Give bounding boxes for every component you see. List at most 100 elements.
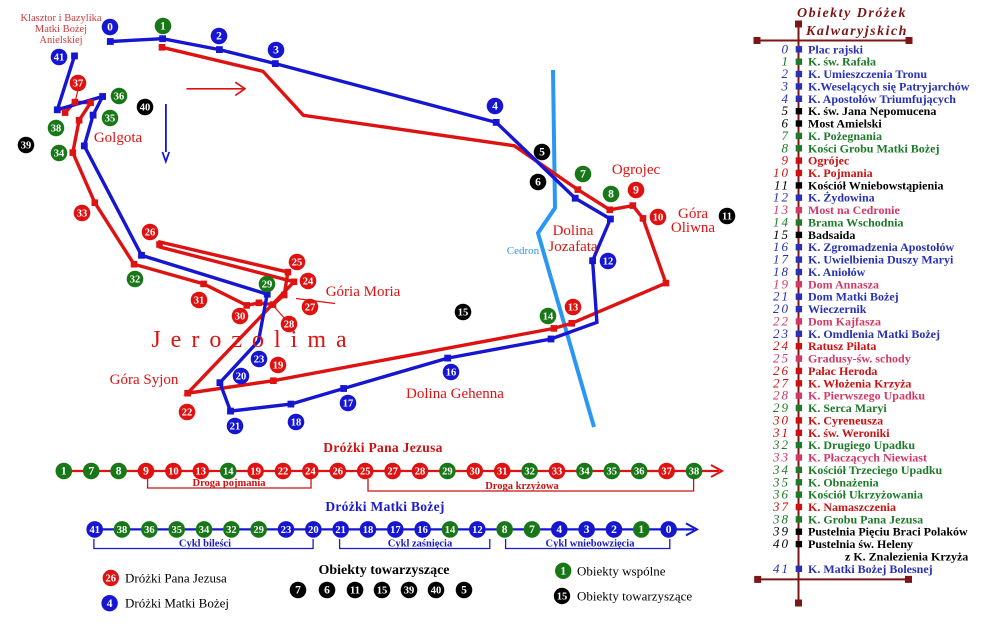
svg-text:K. Namaszczenia: K. Namaszczenia	[808, 500, 896, 514]
svg-text:28: 28	[415, 467, 426, 478]
svg-text:15: 15	[773, 227, 790, 242]
svg-text:16: 16	[446, 368, 457, 379]
svg-text:24: 24	[305, 467, 316, 478]
svg-text:K. św. Rafała: K. św. Rafała	[808, 55, 876, 69]
svg-text:21: 21	[230, 422, 241, 433]
svg-text:16: 16	[417, 525, 428, 536]
svg-text:Pałac Heroda: Pałac Heroda	[808, 364, 877, 378]
svg-text:34: 34	[199, 525, 210, 536]
svg-text:12: 12	[472, 525, 483, 536]
svg-text:K. Uwielbienia Duszy Maryi: K. Uwielbienia Duszy Maryi	[808, 253, 954, 267]
svg-text:5: 5	[461, 585, 467, 597]
svg-text:5: 5	[539, 147, 545, 159]
svg-text:35: 35	[607, 467, 618, 478]
svg-text:28: 28	[773, 388, 790, 403]
svg-text:27: 27	[305, 303, 316, 314]
svg-text:Kości Grobu Matki Bożej: Kości Grobu Matki Bożej	[808, 141, 939, 155]
svg-text:K. Grobu Pana Jezusa: K. Grobu Pana Jezusa	[808, 512, 923, 526]
svg-text:31: 31	[194, 296, 205, 307]
svg-text:25: 25	[773, 351, 790, 366]
svg-text:7: 7	[782, 128, 791, 143]
svg-text:Ogrojec: Ogrojec	[612, 162, 661, 178]
svg-text:24: 24	[303, 277, 314, 288]
svg-text:K. Płaczących Niewiast: K. Płaczących Niewiast	[808, 451, 927, 465]
svg-text:Dolina Gehenna: Dolina Gehenna	[406, 386, 504, 402]
svg-text:Dom Kajfasza: Dom Kajfasza	[808, 314, 881, 328]
svg-text:3: 3	[781, 78, 791, 93]
svg-text:Obiekty towarzyszące: Obiekty towarzyszące	[318, 563, 449, 578]
svg-text:25: 25	[292, 258, 303, 269]
svg-text:24: 24	[773, 338, 790, 353]
svg-text:K. Matki Bożej Bolesnej: K. Matki Bożej Bolesnej	[808, 562, 933, 576]
svg-text:36: 36	[114, 92, 125, 103]
svg-text:Dróżki Pana Jezusa: Dróżki Pana Jezusa	[323, 440, 442, 455]
svg-text:40: 40	[773, 536, 790, 551]
svg-text:Most Amielski: Most Amielski	[808, 117, 882, 131]
svg-text:30: 30	[470, 467, 481, 478]
svg-text:11: 11	[350, 586, 360, 597]
svg-text:29: 29	[773, 400, 790, 415]
svg-text:2: 2	[216, 31, 222, 43]
svg-text:13: 13	[196, 467, 207, 478]
svg-text:6: 6	[535, 177, 541, 189]
svg-text:23: 23	[281, 525, 292, 536]
svg-text:39: 39	[772, 524, 790, 539]
svg-text:K. Pojmania: K. Pojmania	[808, 166, 873, 180]
svg-text:4: 4	[107, 598, 113, 610]
svg-text:35: 35	[772, 474, 790, 489]
svg-text:Góra: Góra	[678, 206, 708, 222]
svg-text:z K. Znalezienia Krzyża: z K. Znalezienia Krzyża	[845, 549, 968, 563]
svg-text:6: 6	[782, 116, 791, 131]
svg-text:35: 35	[171, 525, 182, 536]
svg-text:Golgota: Golgota	[94, 130, 143, 146]
svg-text:9: 9	[782, 153, 791, 168]
svg-text:11: 11	[774, 177, 790, 192]
svg-text:38: 38	[51, 124, 62, 135]
svg-text:14: 14	[445, 525, 456, 536]
svg-text:Dróżki Matki Bożej: Dróżki Matki Bożej	[325, 499, 444, 514]
svg-text:7: 7	[580, 169, 586, 181]
svg-text:K. Żydowina: K. Żydowina	[808, 191, 875, 205]
svg-text:K. św. Jana Nepomucena: K. św. Jana Nepomucena	[808, 104, 936, 118]
svg-text:Obiekty Dróżek: Obiekty Dróżek	[797, 6, 907, 21]
svg-text:Cedron: Cedron	[507, 245, 540, 257]
svg-text:39: 39	[404, 586, 415, 597]
svg-text:34: 34	[579, 467, 590, 478]
svg-text:8: 8	[116, 466, 122, 478]
svg-text:K. Apostołów Triumfujących: K. Apostołów Triumfujących	[808, 92, 956, 106]
svg-text:11: 11	[722, 212, 732, 223]
svg-text:10: 10	[168, 467, 179, 478]
svg-text:29: 29	[262, 280, 273, 291]
svg-text:17: 17	[343, 399, 354, 410]
svg-text:Cykl wniebowzięcia: Cykl wniebowzięcia	[546, 539, 636, 550]
svg-text:K. Drugiego Upadku: K. Drugiego Upadku	[808, 438, 915, 452]
svg-text:4: 4	[556, 524, 562, 536]
svg-text:22: 22	[278, 467, 289, 478]
svg-text:28: 28	[284, 320, 295, 331]
svg-text:25: 25	[360, 467, 371, 478]
svg-text:21: 21	[773, 289, 790, 304]
svg-text:0: 0	[107, 22, 113, 34]
svg-text:Gória Moria: Gória Moria	[326, 284, 401, 300]
svg-text:Dolina: Dolina	[553, 223, 594, 239]
svg-text:Oliwna: Oliwna	[671, 220, 716, 236]
svg-text:38: 38	[772, 511, 790, 526]
svg-text:37: 37	[772, 499, 790, 514]
svg-text:2: 2	[611, 524, 617, 536]
svg-text:27: 27	[387, 467, 398, 478]
svg-text:Dróżki Matki Bożej: Dróżki Matki Bożej	[125, 596, 229, 611]
svg-text:K. Obnażenia: K. Obnażenia	[808, 475, 879, 489]
svg-text:7: 7	[295, 585, 301, 597]
svg-text:7: 7	[529, 524, 535, 536]
svg-text:32: 32	[130, 275, 141, 286]
svg-text:4: 4	[782, 91, 791, 106]
svg-text:10: 10	[653, 213, 664, 224]
svg-text:Ratusz Piłata: Ratusz Piłata	[808, 339, 876, 353]
svg-text:9: 9	[143, 466, 149, 478]
svg-text:Gradusy-św. schody: Gradusy-św. schody	[808, 352, 911, 366]
svg-text:Droga pojmania: Droga pojmania	[192, 478, 266, 489]
svg-text:Ogrójec: Ogrójec	[808, 154, 850, 168]
svg-text:Wieczernik: Wieczernik	[808, 302, 867, 316]
svg-text:K. Serca Maryi: K. Serca Maryi	[808, 401, 887, 415]
svg-text:13: 13	[568, 303, 579, 314]
